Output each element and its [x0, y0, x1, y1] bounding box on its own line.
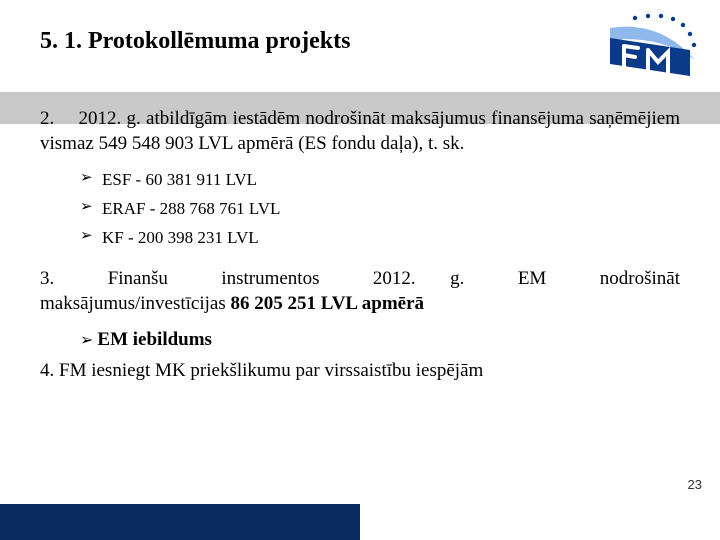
- fm-logo: [590, 10, 700, 80]
- sub-note: EM iebildums: [80, 326, 680, 355]
- list-item: ESF - 60 381 911 LVL: [80, 166, 680, 195]
- paragraph-3: 3. Finanšu instrumentos 2012. g. EM nodr…: [40, 267, 680, 316]
- paragraph-4: 4. FM iesniegt MK priekšlikumu par virss…: [40, 359, 680, 384]
- list-item: KF - 200 398 231 LVL: [80, 224, 680, 253]
- paragraph-2: 2. 2012. g. atbildīgām iestādēm nodrošin…: [40, 107, 680, 156]
- slide: 5. 1. Protokollēmuma projekts 2. 2012. g…: [0, 0, 720, 540]
- page-number: 23: [688, 477, 702, 492]
- slide-title: 5. 1. Protokollēmuma projekts: [40, 28, 680, 55]
- para3-bold: 86 205 251 LVL apmērā: [231, 293, 425, 314]
- content-area: 2. 2012. g. atbildīgām iestādēm nodrošin…: [40, 107, 680, 384]
- list-item: ERAF - 288 768 761 LVL: [80, 195, 680, 224]
- fund-list: ESF - 60 381 911 LVL ERAF - 288 768 761 …: [80, 166, 680, 253]
- footer-bar: [0, 504, 360, 540]
